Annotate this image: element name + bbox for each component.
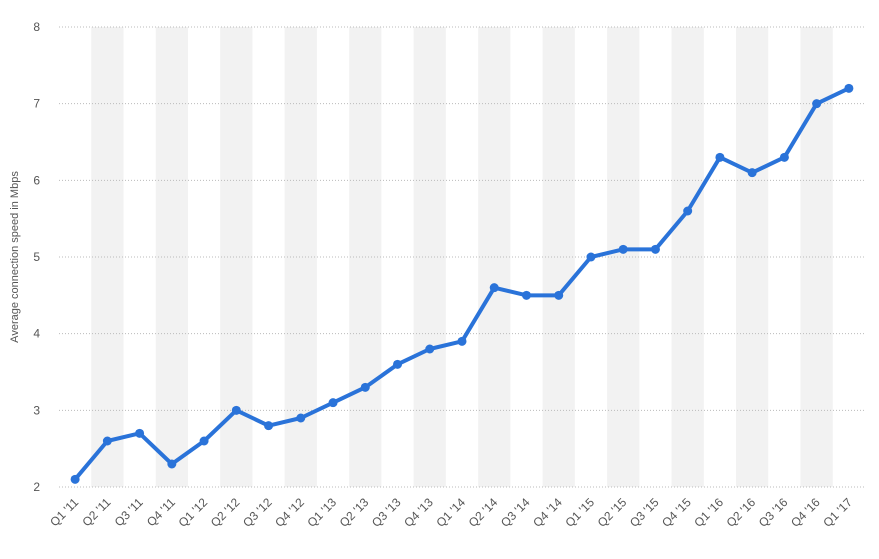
point [618,244,628,254]
band-shade [155,27,188,487]
point [70,474,80,484]
band-shade [413,27,446,487]
point [489,283,499,293]
x-tick-label: Q4 '14 [530,495,565,530]
point [199,436,209,446]
x-tick-label: Q1 '17 [820,495,855,530]
x-tick-label: Q4 '15 [659,495,694,530]
y-tick-label: 3 [33,403,40,417]
point [844,83,854,93]
x-tick-label: Q1 '16 [691,495,726,530]
line [73,86,850,481]
x-tick-label: Q2 '16 [724,495,759,530]
point [360,382,370,392]
x-tick-label: Q4 '13 [401,495,436,530]
x-tick-label: Q3 '15 [627,495,662,530]
y-tick-label: 8 [33,20,40,34]
x-tick-label: Q4 '16 [788,495,823,530]
point [586,252,596,262]
x-tick-label: Q2 '13 [337,495,372,530]
point [650,244,660,254]
x-tick-label: Q2 '11 [79,495,113,529]
x-tick-label: Q1 '12 [176,495,211,530]
band-shade [542,27,575,487]
point [554,290,564,300]
y-axis-label: Average connection speed in Mbps [9,171,21,343]
point [393,359,403,369]
x-tick-label: Q1 '11 [47,495,81,529]
point [779,152,789,162]
x-tick-label: Q1 '14 [433,495,468,530]
x-tick-label: Q3 '16 [756,495,791,530]
x-tick-label: Q1 '15 [562,495,597,530]
y-tick-label: 2 [33,480,40,494]
point [328,398,338,408]
x-tick-label: Q2 '15 [595,495,630,530]
point [521,290,531,300]
point [231,405,241,415]
x-tick-label: Q2 '12 [208,495,243,530]
point [812,99,822,109]
point [715,152,725,162]
y-tick-label: 7 [33,97,40,111]
point [167,459,177,469]
x-tick-label: Q3 '12 [240,495,275,530]
x-tick-label: Q3 '11 [112,495,146,529]
point [425,344,435,354]
x-tick-label: Q4 '12 [272,495,307,530]
x-tick-label: Q1 '13 [305,495,340,530]
point [457,336,467,346]
point [264,421,274,431]
point [135,428,145,438]
x-tick-label: Q3 '14 [498,495,533,530]
x-tick-label: Q4 '11 [144,495,178,529]
point [102,436,112,446]
x-tick-label: Q3 '13 [369,495,404,530]
y-tick-label: 6 [33,173,40,187]
point [296,413,306,423]
x-tick-label: Q2 '14 [466,495,501,530]
y-tick-label: 5 [33,250,40,264]
point [747,168,757,178]
y-tick-label: 4 [33,327,40,341]
point [683,206,693,216]
